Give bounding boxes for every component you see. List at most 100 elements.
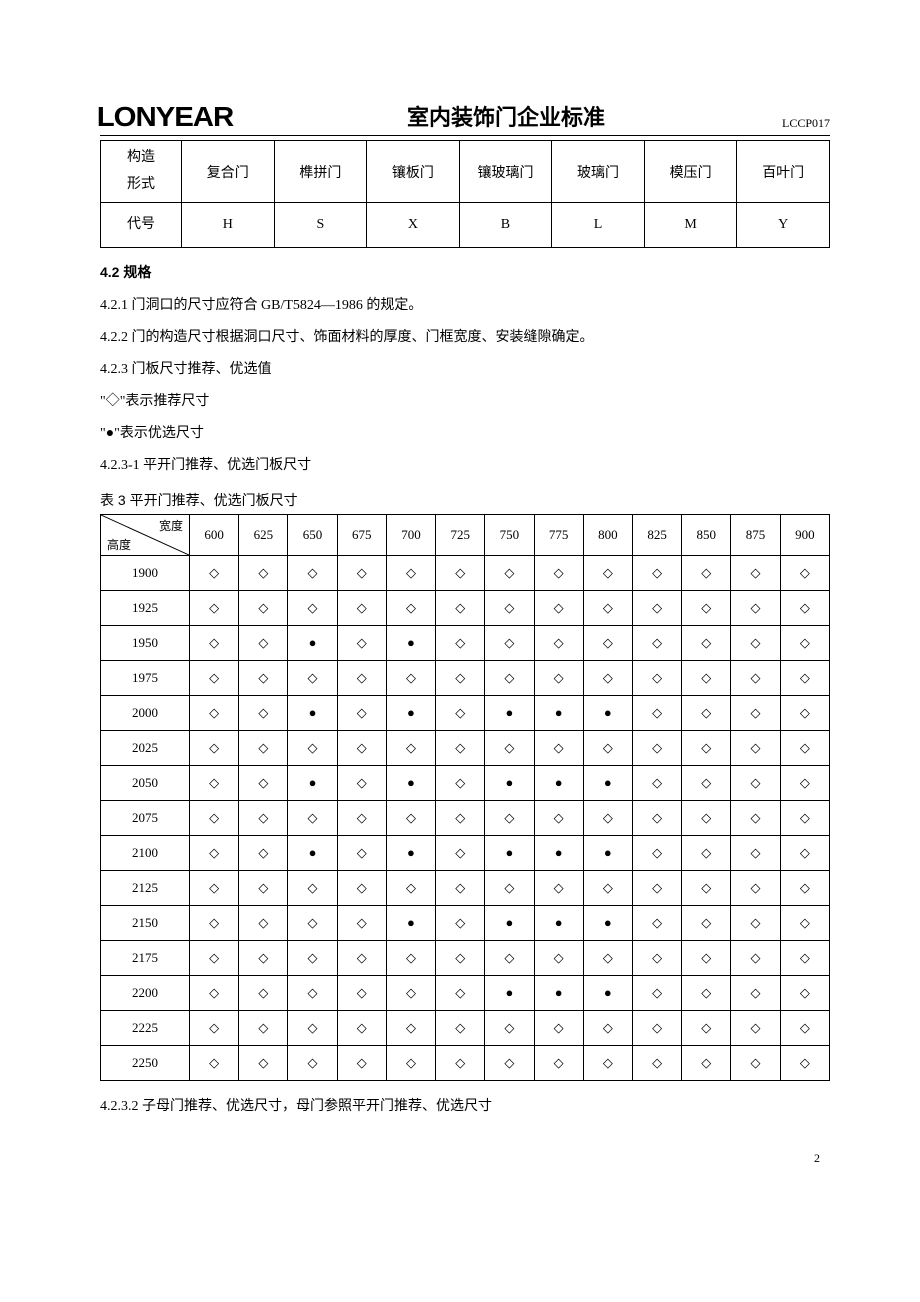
matrix-cell: ◇ <box>485 801 534 836</box>
matrix-cell: ◇ <box>632 1011 681 1046</box>
matrix-cell: ◇ <box>386 661 435 696</box>
matrix-cell: ◇ <box>682 661 731 696</box>
matrix-cell: ◇ <box>632 731 681 766</box>
row-header: 代号 <box>101 203 182 248</box>
matrix-cell: ◇ <box>337 731 386 766</box>
matrix-cell: ◇ <box>583 801 632 836</box>
matrix-cell: ◇ <box>682 836 731 871</box>
matrix-cell: ◇ <box>780 556 829 591</box>
matrix-cell: ◇ <box>386 976 435 1011</box>
cell: 复合门 <box>182 141 275 203</box>
row-header: 2200 <box>101 976 190 1011</box>
section-heading: 4.2 规格 <box>100 262 830 282</box>
matrix-cell: ◇ <box>780 976 829 1011</box>
row-header: 2150 <box>101 906 190 941</box>
table-row: 2150◇◇◇◇●◇●●●◇◇◇◇ <box>101 906 830 941</box>
matrix-cell: ◇ <box>239 591 288 626</box>
matrix-cell: ◇ <box>239 1011 288 1046</box>
matrix-cell: ◇ <box>436 591 485 626</box>
matrix-cell: ◇ <box>190 1046 239 1081</box>
matrix-cell: ● <box>485 906 534 941</box>
column-header: 725 <box>436 515 485 556</box>
matrix-cell: ● <box>583 906 632 941</box>
matrix-cell: ◇ <box>436 976 485 1011</box>
row-header: 2125 <box>101 871 190 906</box>
column-header: 825 <box>632 515 681 556</box>
matrix-cell: ◇ <box>190 661 239 696</box>
matrix-cell: ◇ <box>485 626 534 661</box>
matrix-cell: ◇ <box>682 696 731 731</box>
matrix-cell: ◇ <box>534 556 583 591</box>
matrix-cell: ● <box>583 696 632 731</box>
page: LONYEAR 室内装饰门企业标准 LCCP017 构造 形式 复合门 榫拼门 … <box>0 0 920 1206</box>
matrix-cell: ◇ <box>780 836 829 871</box>
column-header: 650 <box>288 515 337 556</box>
matrix-cell: ◇ <box>436 1046 485 1081</box>
matrix-cell: ◇ <box>337 836 386 871</box>
row-header: 2000 <box>101 696 190 731</box>
matrix-cell: ◇ <box>731 661 780 696</box>
column-header: 600 <box>190 515 239 556</box>
matrix-cell: ◇ <box>337 941 386 976</box>
matrix-cell: ◇ <box>682 941 731 976</box>
matrix-cell: ◇ <box>731 836 780 871</box>
page-header: LONYEAR 室内装饰门企业标准 LCCP017 <box>100 100 830 136</box>
table-row: 2025◇◇◇◇◇◇◇◇◇◇◇◇◇ <box>101 731 830 766</box>
matrix-cell: ● <box>583 976 632 1011</box>
row-header: 1900 <box>101 556 190 591</box>
table-row: 2200◇◇◇◇◇◇●●●◇◇◇◇ <box>101 976 830 1011</box>
matrix-cell: ◇ <box>731 556 780 591</box>
matrix-cell: ◇ <box>731 591 780 626</box>
matrix-cell: ◇ <box>731 626 780 661</box>
column-header: 625 <box>239 515 288 556</box>
row-header: 2175 <box>101 941 190 976</box>
matrix-cell: ◇ <box>190 871 239 906</box>
cell: M <box>644 203 737 248</box>
matrix-cell: ◇ <box>190 906 239 941</box>
matrix-cell: ◇ <box>436 906 485 941</box>
matrix-cell: ◇ <box>780 871 829 906</box>
row-header: 构造 形式 <box>101 141 182 203</box>
matrix-cell: ◇ <box>534 941 583 976</box>
matrix-body: 1900◇◇◇◇◇◇◇◇◇◇◇◇◇1925◇◇◇◇◇◇◇◇◇◇◇◇◇1950◇◇… <box>101 556 830 1081</box>
matrix-cell: ◇ <box>534 731 583 766</box>
matrix-cell: ◇ <box>288 941 337 976</box>
matrix-cell: ◇ <box>632 801 681 836</box>
matrix-cell: ◇ <box>239 731 288 766</box>
column-header: 850 <box>682 515 731 556</box>
table-caption: 表 3 平开门推荐、优选门板尺寸 <box>100 490 830 510</box>
matrix-cell: ◇ <box>190 591 239 626</box>
matrix-cell: ◇ <box>534 871 583 906</box>
matrix-cell: ◇ <box>682 801 731 836</box>
matrix-cell: ◇ <box>780 626 829 661</box>
matrix-cell: ◇ <box>436 836 485 871</box>
cell: X <box>367 203 460 248</box>
matrix-cell: ◇ <box>239 556 288 591</box>
table-row: 2175◇◇◇◇◇◇◇◇◇◇◇◇◇ <box>101 941 830 976</box>
matrix-cell: ● <box>485 766 534 801</box>
matrix-cell: ◇ <box>337 626 386 661</box>
matrix-cell: ◇ <box>780 696 829 731</box>
matrix-cell: ◇ <box>436 871 485 906</box>
matrix-cell: ◇ <box>288 906 337 941</box>
matrix-cell: ◇ <box>288 801 337 836</box>
table-row: 2225◇◇◇◇◇◇◇◇◇◇◇◇◇ <box>101 1011 830 1046</box>
matrix-cell: ◇ <box>682 626 731 661</box>
cell: L <box>552 203 645 248</box>
matrix-cell: ◇ <box>780 941 829 976</box>
matrix-cell: ◇ <box>780 1011 829 1046</box>
matrix-cell: ◇ <box>386 1011 435 1046</box>
matrix-cell: ◇ <box>485 1011 534 1046</box>
matrix-cell: ◇ <box>731 766 780 801</box>
paragraph: 4.2.1 门洞口的尺寸应符合 GB/T5824—1986 的规定。 <box>100 292 830 320</box>
matrix-cell: ◇ <box>190 766 239 801</box>
matrix-cell: ◇ <box>485 731 534 766</box>
matrix-cell: ◇ <box>337 801 386 836</box>
matrix-cell: ◇ <box>780 906 829 941</box>
doc-code: LCCP017 <box>782 116 830 133</box>
matrix-cell: ◇ <box>386 871 435 906</box>
matrix-cell: ◇ <box>239 871 288 906</box>
matrix-cell: ◇ <box>190 801 239 836</box>
matrix-cell: ● <box>288 626 337 661</box>
matrix-cell: ◇ <box>534 801 583 836</box>
